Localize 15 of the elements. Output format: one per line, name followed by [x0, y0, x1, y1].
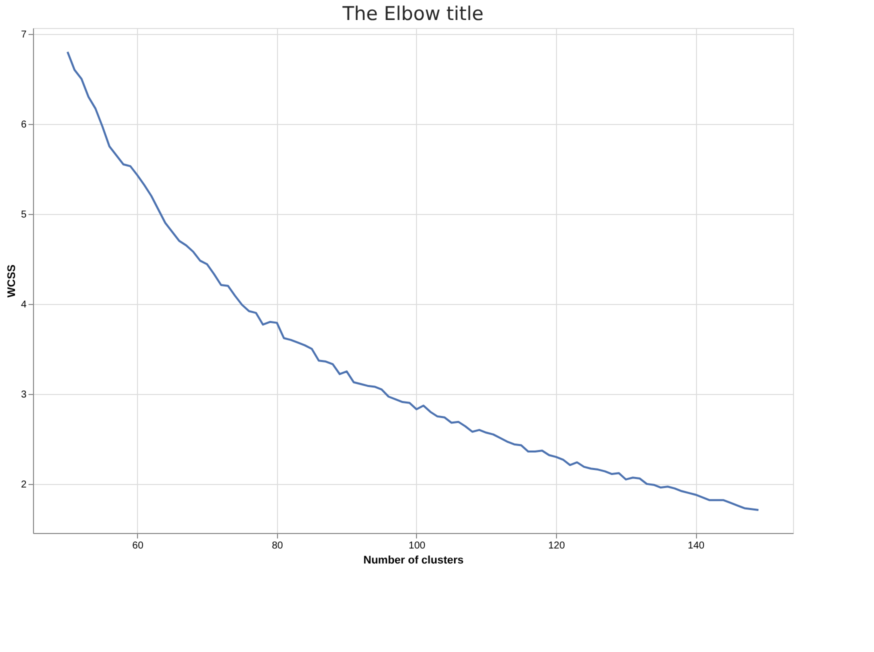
y-tick-label: 3	[20, 389, 27, 400]
y-tick-label: 7	[20, 29, 27, 40]
y-tick-label: 6	[20, 119, 27, 130]
y-tick-label: 5	[20, 209, 27, 220]
x-tick-label: 120	[548, 540, 566, 552]
x-tick-label: 140	[688, 540, 705, 552]
y-axis-title: WCSS	[6, 264, 18, 298]
chart-title: The Elbow title	[341, 3, 484, 25]
x-tick-label: 100	[408, 540, 426, 552]
x-tick-label: 60	[132, 540, 144, 552]
y-tick-label: 2	[20, 479, 27, 490]
x-axis-title: Number of clusters	[363, 554, 464, 566]
y-tick-label: 4	[20, 299, 27, 310]
x-tick-label: 80	[272, 540, 284, 552]
line-series	[66, 50, 760, 512]
